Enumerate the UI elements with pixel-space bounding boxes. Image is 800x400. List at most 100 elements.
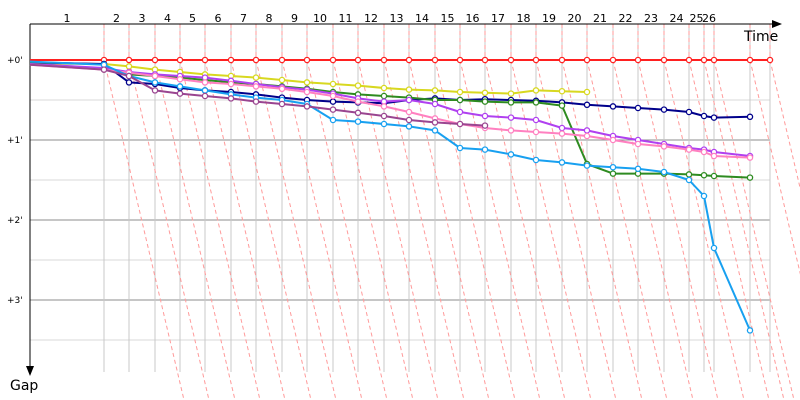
data-point: [532, 87, 540, 94]
data-point: [329, 80, 337, 88]
lap-guide: [306, 59, 388, 400]
data-point: [710, 244, 718, 252]
series-line: [29, 63, 751, 157]
lap-guide: [510, 59, 592, 400]
data-point: [380, 92, 388, 100]
data-point: [685, 56, 693, 64]
x-tick-label: 17: [491, 12, 505, 25]
data-point: [354, 118, 362, 125]
data-point: [201, 92, 209, 100]
data-point: [609, 170, 617, 177]
data-point: [176, 75, 184, 83]
series-line: [29, 60, 751, 331]
series-group: [29, 56, 774, 334]
x-tick-label: 6: [215, 12, 222, 25]
x-tick-label: 21: [593, 12, 607, 25]
series: [30, 56, 774, 64]
data-point: [558, 102, 566, 109]
data-point: [303, 88, 311, 96]
data-point: [700, 192, 708, 200]
data-point: [125, 72, 133, 80]
data-point: [746, 327, 754, 334]
data-point: [354, 56, 362, 64]
data-point: [685, 171, 693, 178]
data-point: [710, 172, 718, 180]
x-tick-label: 20: [568, 12, 582, 25]
lap-guide: [703, 59, 785, 400]
data-point: [278, 85, 286, 93]
data-point: [766, 56, 774, 64]
data-point: [227, 80, 235, 88]
data-point: [252, 74, 260, 81]
data-point: [583, 127, 591, 134]
data-point: [609, 56, 617, 64]
data-point: [558, 130, 566, 137]
data-point: [507, 56, 515, 64]
data-point: [609, 103, 617, 110]
lap-guide: [154, 59, 236, 400]
lap-guide-lines: [103, 24, 800, 400]
data-point: [405, 108, 413, 116]
data-point: [278, 56, 286, 64]
data-point: [201, 87, 209, 94]
lap-guide: [179, 59, 261, 400]
data-point: [710, 114, 718, 121]
lap-guide: [459, 59, 541, 400]
x-axis-title: Time: [743, 29, 778, 45]
data-point: [507, 151, 515, 158]
data-point: [252, 56, 260, 64]
data-point: [431, 127, 439, 134]
lap-guide: [749, 59, 800, 275]
data-point: [405, 56, 413, 64]
lap-guide: [204, 59, 286, 400]
lap-guide: [128, 59, 210, 400]
data-point: [660, 106, 668, 113]
data-point: [583, 88, 591, 96]
data-point: [481, 112, 489, 120]
data-point: [201, 56, 209, 64]
x-tick-label: 5: [189, 12, 196, 25]
lap-guide: [255, 59, 337, 400]
series: [29, 60, 591, 97]
data-point: [481, 146, 489, 153]
x-tick-label: 12: [364, 12, 378, 25]
data-point: [507, 99, 515, 106]
data-point: [481, 56, 489, 64]
data-point: [558, 159, 566, 166]
data-point: [583, 56, 591, 64]
lap-guide: [586, 59, 668, 400]
lap-guide: [484, 59, 566, 400]
data-point: [380, 84, 388, 92]
lap-guide: [357, 59, 439, 400]
x-tick-label: 26: [702, 12, 716, 25]
lap-guide: [561, 59, 643, 400]
lap-guide: [281, 59, 363, 400]
data-point: [176, 83, 184, 90]
data-point: [746, 113, 754, 121]
data-point: [100, 66, 108, 73]
data-point: [558, 124, 566, 132]
lap-guide: [332, 59, 414, 400]
x-tick-label: 7: [240, 12, 247, 25]
lap-guide: [434, 59, 516, 400]
data-point: [354, 98, 362, 105]
data-point: [634, 165, 642, 173]
data-point: [405, 116, 413, 124]
x-tick-label: 22: [619, 12, 633, 25]
data-point: [746, 154, 754, 161]
data-point: [176, 56, 184, 64]
data-point: [405, 96, 413, 104]
x-tick-label: 23: [644, 12, 658, 25]
x-tick-label: 2: [113, 12, 120, 25]
data-point: [151, 56, 159, 64]
data-point: [481, 89, 489, 97]
grid: [29, 24, 771, 372]
x-tick-label: 16: [466, 12, 480, 25]
data-point: [380, 120, 388, 128]
data-point: [481, 98, 489, 105]
axes: [26, 20, 782, 376]
x-tick-label: 24: [670, 12, 684, 25]
data-point: [380, 112, 388, 120]
lap-guide: [637, 59, 719, 400]
data-point: [558, 87, 566, 95]
